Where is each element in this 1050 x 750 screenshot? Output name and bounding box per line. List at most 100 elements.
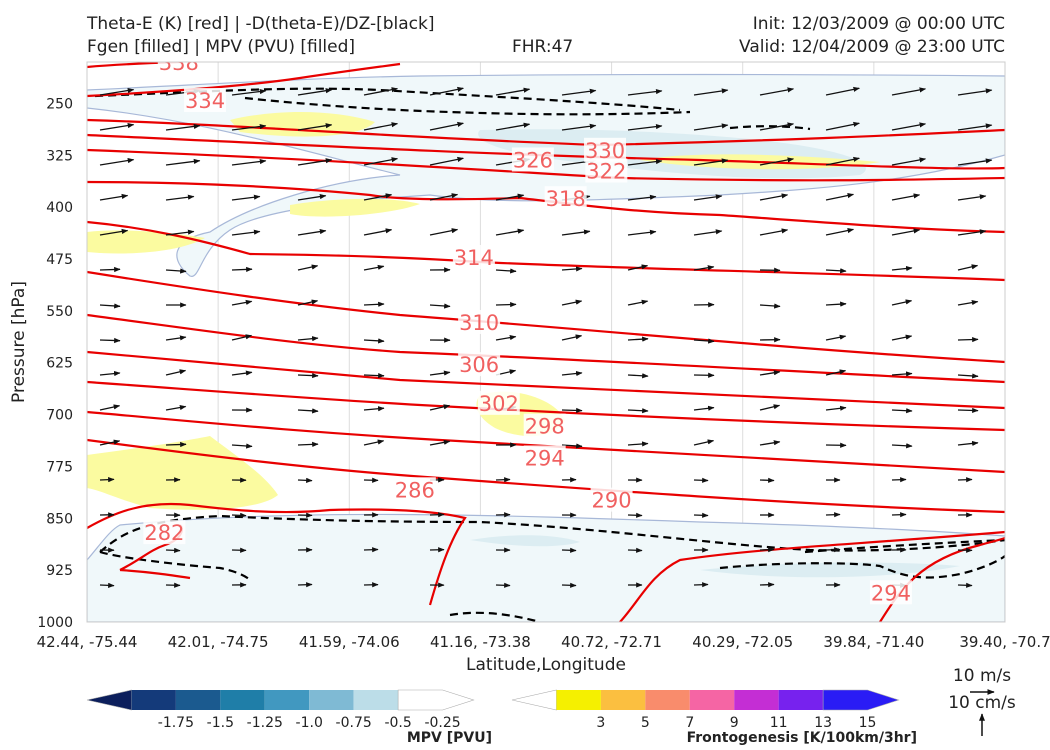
wind-arrow [561,88,597,96]
colorbar-label: Frontogenesis [K/100km/3hr] [687,730,917,746]
wind-arrow [957,194,987,201]
y-axis-label: Pressure [hPa] [9,281,29,403]
wind-arrow [429,512,445,518]
wind-arrow [759,440,781,446]
x-tick-label: 39.40, -70.7 [959,633,1050,651]
wind-arrow [495,582,511,588]
wind-arrow [957,336,979,343]
colorbar-segment [264,690,310,710]
wind-arrow [495,122,531,131]
wind-arrow [429,228,459,236]
chart-title-line1: Theta-E (K) [red] | -D(theta-E)/DZ-[blac… [87,14,435,34]
wind-arrow [429,439,451,446]
wind-arrow [429,86,464,96]
wind-arrow [99,228,129,236]
wind-arrow [957,123,993,131]
wind-arrow [363,338,385,344]
wind-arrow [99,439,121,446]
wind-arrow [561,443,583,449]
colorbar-segment [645,690,690,710]
x-tick-label: 42.44, -75.44 [37,633,138,651]
wind-arrow [627,373,649,379]
y-tick-label: 850 [46,511,73,527]
wind-arrow [957,88,993,96]
wind-arrow [891,334,913,341]
wind-arrow [231,123,267,131]
wind-arrow [627,264,649,271]
wind-arrow [957,582,973,588]
x-tick-label: 39.84, -71.40 [823,633,924,651]
wind-arrow [495,335,517,341]
wind-arrow [297,299,319,306]
svg-text:282: 282 [144,521,184,545]
wind-arrow [165,547,181,553]
wind-arrow [297,123,333,131]
wind-arrow [891,193,921,201]
wind-arrow [627,159,663,166]
wind-arrow [363,547,379,553]
colorbar-end [86,689,132,711]
wind-arrow [429,193,459,201]
svg-text:334: 334 [185,89,225,113]
wind-arrow [99,477,115,483]
colorbar-tick-label: -0.5 [384,715,411,731]
wind-arrow [957,407,979,414]
wind-arrow [165,123,201,131]
wind-arrow [297,408,319,414]
wind-arrow [891,371,913,377]
wind-arrow [99,337,121,344]
svg-text:314: 314 [454,246,494,270]
colorbar-tick-label: -1.5 [207,715,234,731]
wind-reference-horizontal: 10 m/s [953,666,1011,686]
colorbar-segment [309,690,354,710]
x-tick-label: 41.16, -73.38 [430,633,531,651]
y-tick-label: 475 [46,252,73,268]
colorbar-segment [556,690,601,710]
wind-arrow [99,122,135,131]
wind-arrow [693,582,709,588]
wind-arrow [627,89,663,96]
colorbar-tick-label: 15 [859,715,877,731]
wind-arrow [825,301,847,307]
wind-arrow [759,370,781,376]
colorbar-tick-label: -1.75 [158,715,194,731]
wind-arrow [495,477,511,483]
wind-arrow [693,338,715,344]
wind-arrow [495,87,531,96]
colorbar-tick-label: 11 [770,715,788,731]
wind-arrow [297,158,333,166]
svg-text:318: 318 [546,187,586,211]
wind-arrow [165,158,201,166]
colorbar-tick-label: -1.25 [247,715,283,731]
theta-e-label: 314 [452,244,495,270]
colorbar-label: MPV [PVU] [407,730,492,746]
wind-arrow [297,88,333,96]
colorbar-tick-label: 5 [641,715,650,731]
y-tick-label: 925 [46,563,73,579]
y-tick-label: 1000 [37,615,73,631]
wind-arrow [165,404,187,411]
wind-arrow [759,122,795,131]
theta-e-label: 286 [393,477,436,502]
wind-arrow [363,87,399,96]
wind-arrow [825,156,860,166]
wind-arrow [957,373,979,379]
wind-arrow [891,477,907,483]
colorbar-segment [778,690,824,710]
wind-arrow [297,477,313,483]
y-tick-label: 700 [46,408,73,424]
wind-arrow [825,334,847,341]
wind-arrow [693,123,729,131]
chart-title-line2: Fgen [filled] | MPV (PVU) [filled] [87,37,356,57]
svg-text:298: 298 [525,415,565,439]
wind-arrow [231,194,261,201]
wind-arrow [297,372,319,379]
wind-arrow [231,299,253,306]
wind-arrow [99,157,135,166]
wind-arrow [297,194,327,201]
theta-e-label: 318 [544,186,587,211]
wind-arrow [363,157,399,166]
